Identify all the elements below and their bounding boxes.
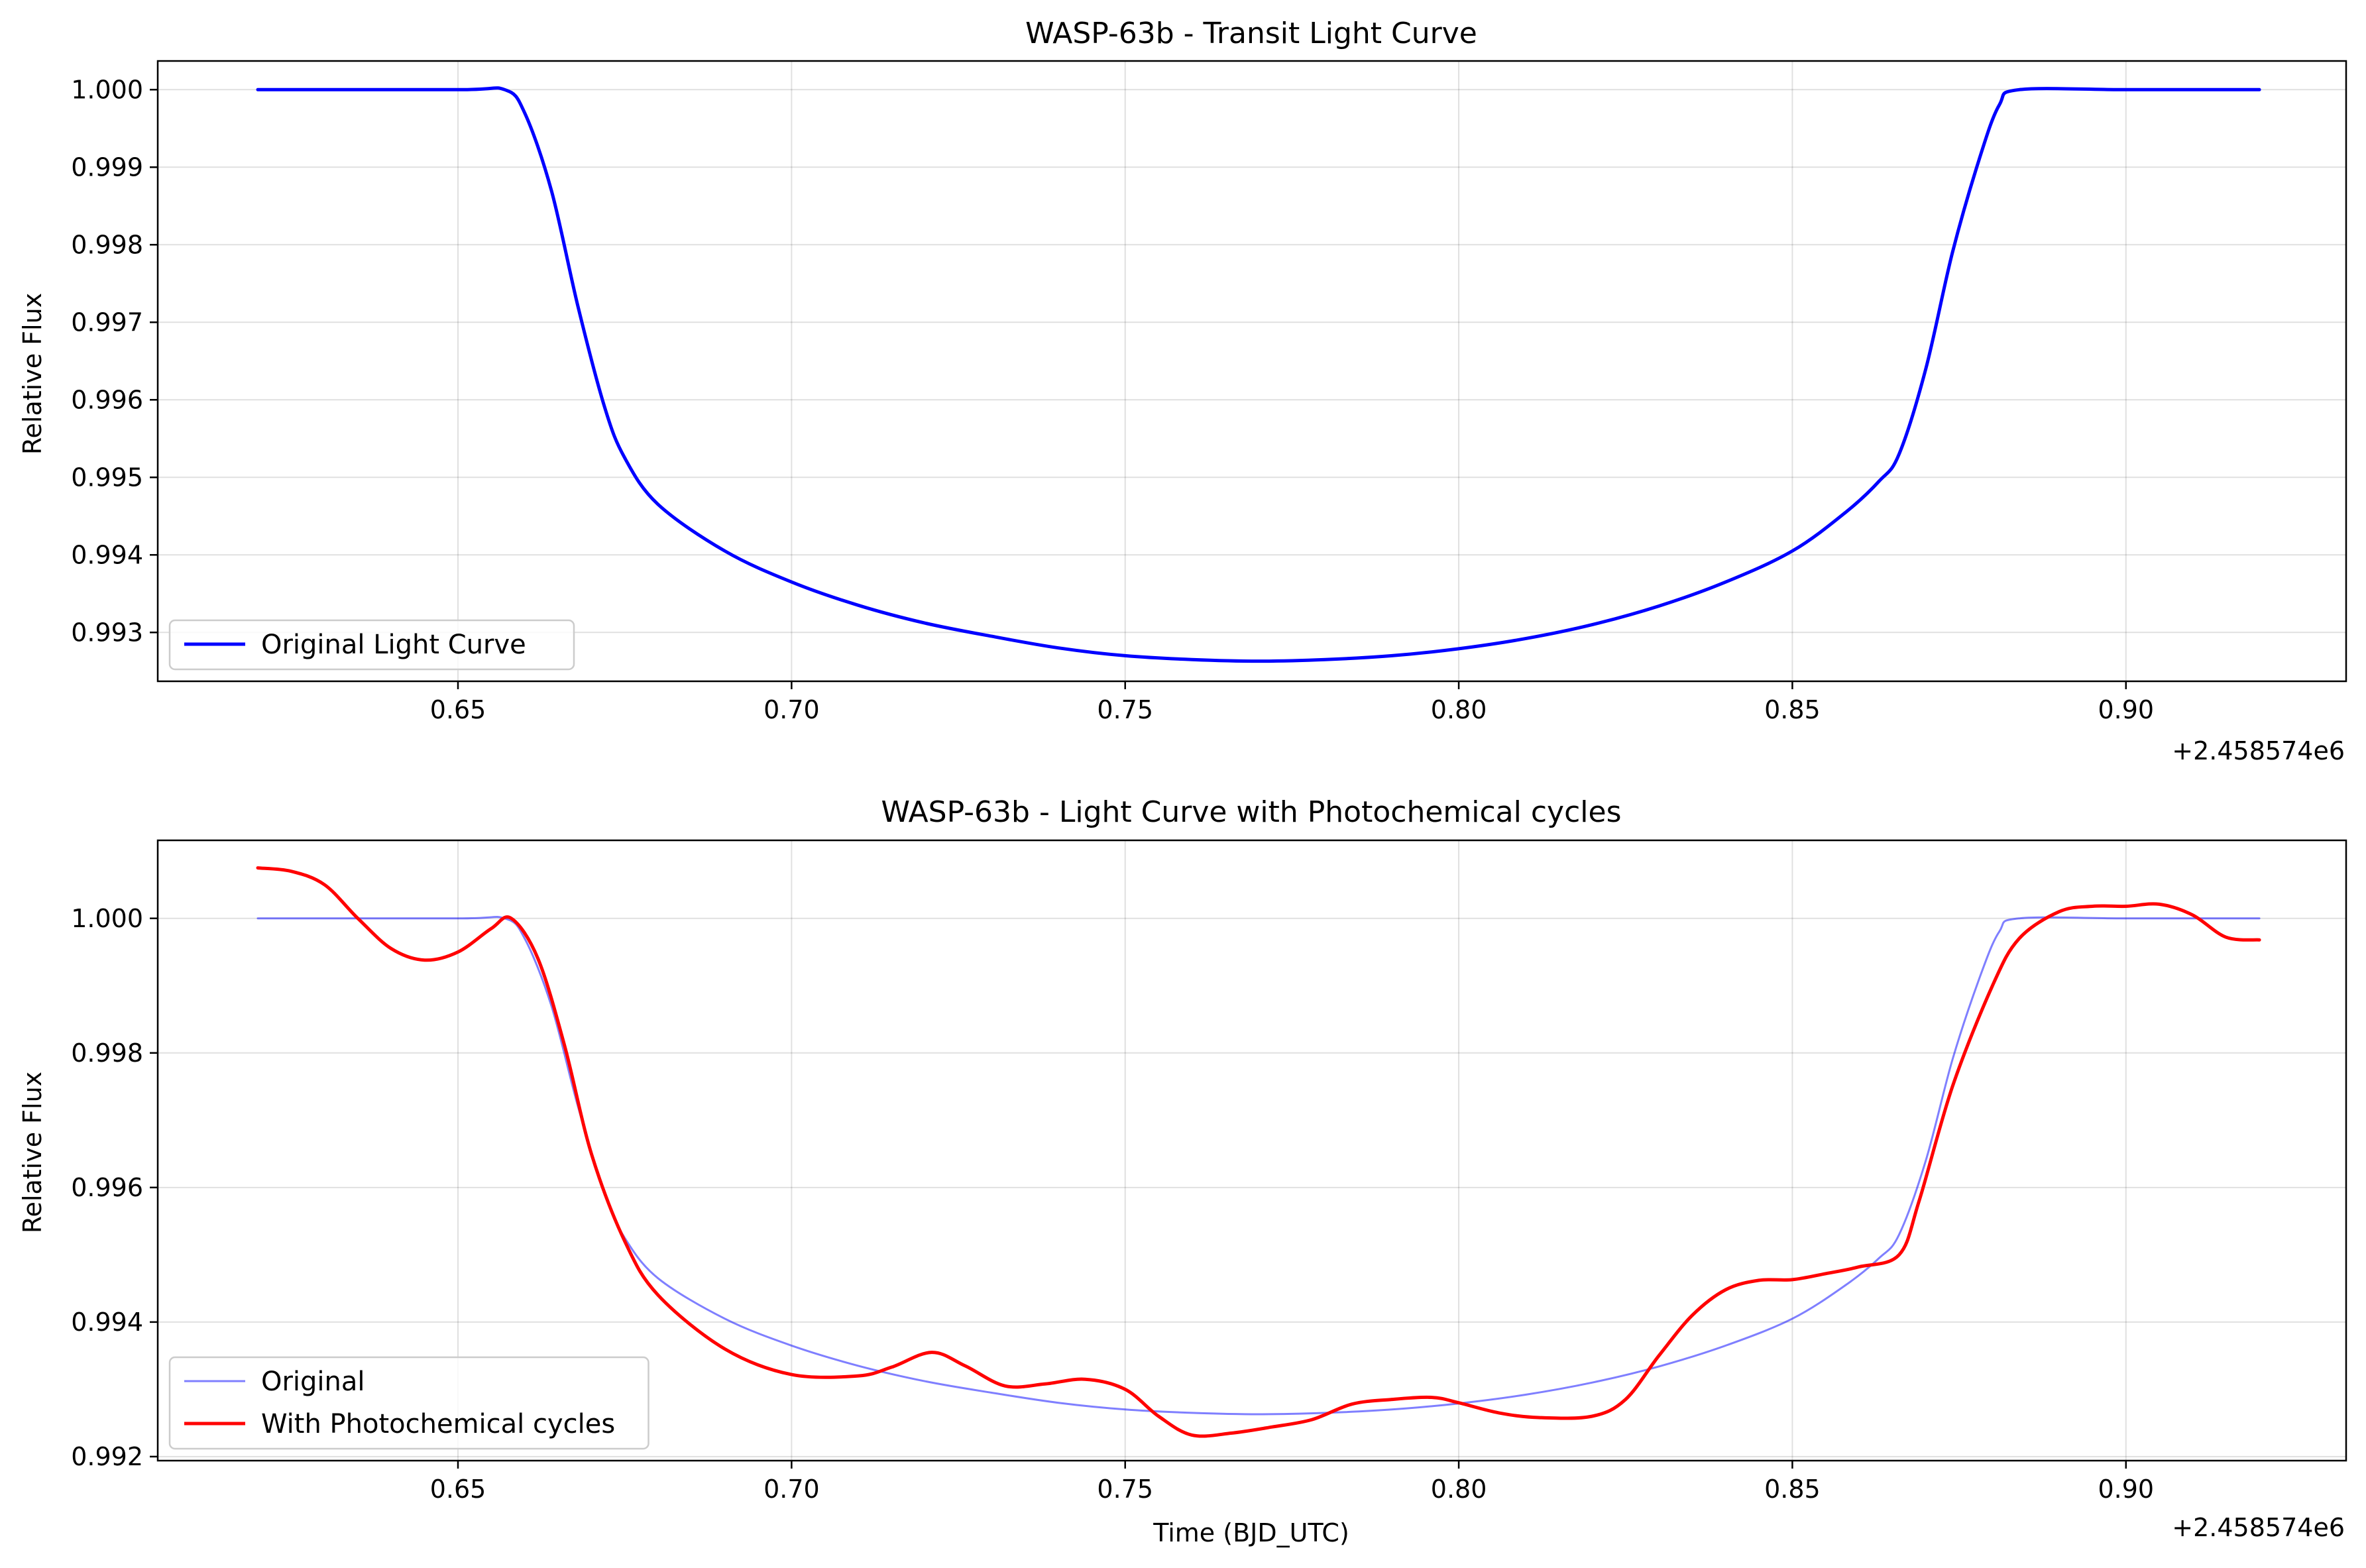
- y-axis-label: Relative Flux: [18, 293, 47, 455]
- ticks: 0.65 0.70 0.75 0.80 0.85 0.90 0.992 0.994 0.996 0…: [71, 904, 2154, 1504]
- series-line-1: [256, 86, 2261, 663]
- transit-light-curve-panel: WASP-63b - Transit Light Curve Relative …: [18, 17, 2347, 765]
- x-axis-label: Time (BJD_UTC): [1153, 1518, 1349, 1547]
- legend-box: [168, 619, 575, 671]
- y-tick-label: 0.992: [71, 1442, 143, 1471]
- ticks: 0.65 0.70 0.75 0.80 0.85 0.90 0.993 0.994 0.995 0…: [71, 75, 2154, 724]
- x-tick-label: 0.85: [1764, 1475, 1821, 1504]
- x-tick-label: 0.80: [1431, 1475, 1487, 1504]
- y-tick-label: 0.998: [71, 230, 143, 259]
- photochemical-cycles-panel: WASP-63b - Light Curve with Photochemica…: [18, 795, 2347, 1547]
- axes-frame: [156, 60, 2347, 683]
- series-line-2: [256, 866, 2261, 1438]
- y-tick-label: 0.994: [71, 1308, 143, 1337]
- series-lines: [256, 86, 2261, 663]
- x-tick-label: 0.90: [2098, 695, 2154, 724]
- x-tick-label: 0.65: [430, 1475, 486, 1504]
- y-tick-label: 0.998: [71, 1038, 143, 1068]
- y-tick-label: 0.996: [71, 1173, 143, 1202]
- legend-label: With Photochemical cycles: [261, 1409, 615, 1439]
- y-tick-label: 1.000: [71, 75, 143, 104]
- panel-title: WASP-63b - Transit Light Curve: [1025, 17, 1477, 50]
- legend-label: Original: [261, 1367, 365, 1397]
- y-tick-label: 1.000: [71, 904, 143, 933]
- x-tick-label: 0.90: [2098, 1475, 2154, 1504]
- x-tick-label: 0.75: [1097, 1475, 1153, 1504]
- series-lines: [256, 866, 2261, 1438]
- y-tick-label: 0.994: [71, 540, 143, 569]
- grid: [158, 840, 2346, 1461]
- y-tick-label: 0.999: [71, 152, 143, 182]
- x-tick-label: 0.80: [1431, 695, 1487, 724]
- y-tick-label: 0.997: [71, 308, 143, 337]
- legend: Original Light Curve: [168, 619, 575, 671]
- x-tick-label: 0.75: [1097, 695, 1153, 724]
- x-tick-label: 0.65: [430, 695, 486, 724]
- legend-box: [168, 1356, 649, 1450]
- panel-title: WASP-63b - Light Curve with Photochemica…: [881, 795, 1621, 829]
- y-tick-label: 0.996: [71, 385, 143, 414]
- legend: Original With Photochemical cycles: [168, 1356, 649, 1450]
- x-tick-label: 0.70: [763, 1475, 820, 1504]
- x-tick-label: 0.85: [1764, 695, 1821, 724]
- grid: [158, 61, 2346, 681]
- legend-label: Original Light Curve: [261, 630, 526, 660]
- x-offset-label: +2.458574e6: [2172, 1513, 2345, 1542]
- y-tick-label: 0.995: [71, 463, 143, 492]
- x-offset-label: +2.458574e6: [2172, 736, 2345, 765]
- y-tick-label: 0.993: [71, 618, 143, 647]
- axes-frame: [156, 839, 2347, 1462]
- y-axis-label: Relative Flux: [18, 1072, 47, 1233]
- x-tick-label: 0.70: [763, 695, 820, 724]
